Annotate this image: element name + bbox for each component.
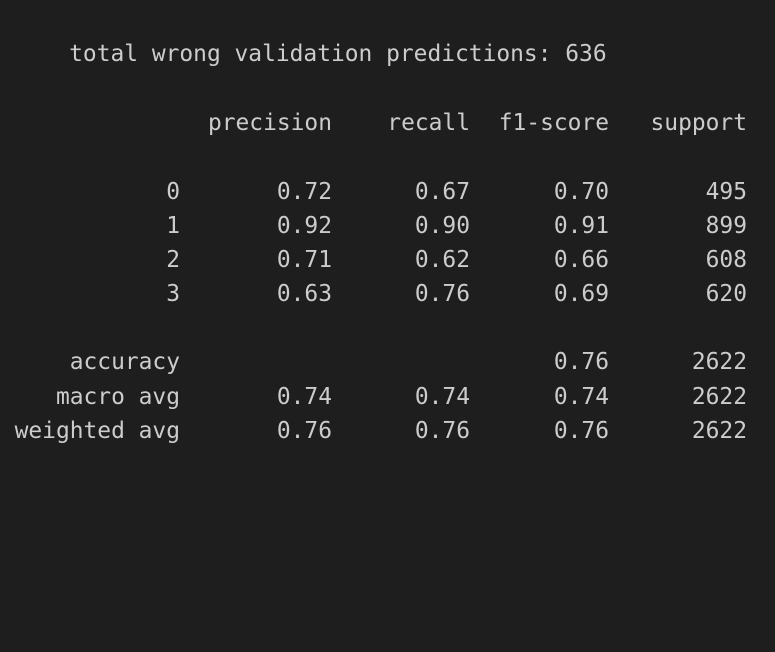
row-recall: 0.76 [414, 418, 470, 444]
row-recall: 0.74 [414, 384, 470, 410]
row-label: 2 [166, 247, 180, 273]
row-precision: 0.92 [276, 213, 332, 239]
summary-line: total wrong validation predictions: 636 [14, 3, 606, 67]
row-precision: 0.71 [276, 247, 332, 273]
header-f1-score: f1-score [498, 110, 609, 136]
row-support: 608 [705, 247, 747, 273]
row-precision: 0.72 [276, 179, 332, 205]
row-f1-score: 0.76 [553, 349, 609, 375]
row-recall: 0.67 [414, 179, 470, 205]
row-support: 495 [705, 179, 747, 205]
cell-output: total wrong validation predictions: 636 … [14, 0, 774, 459]
macro-avg-row: macro avg 0.74 0.74 0.74 2622 [14, 380, 774, 414]
row-label: macro avg [55, 384, 180, 410]
row-support: 620 [705, 281, 747, 307]
row-precision: 0.74 [276, 384, 332, 410]
row-label: 3 [166, 281, 180, 307]
row-precision: 0.63 [276, 281, 332, 307]
row-f1-score: 0.69 [553, 281, 609, 307]
row-recall: 0.76 [414, 281, 470, 307]
report-row: 1 0.92 0.90 0.91 899 [14, 209, 774, 243]
row-label: 1 [166, 213, 180, 239]
row-support: 2622 [691, 349, 747, 375]
row-label: accuracy [69, 349, 180, 375]
row-support: 2622 [691, 384, 747, 410]
row-recall: 0.90 [414, 213, 470, 239]
row-f1-score: 0.91 [553, 213, 609, 239]
row-support: 899 [705, 213, 747, 239]
report-header-row: precision recall f1-score support [14, 106, 774, 140]
row-f1-score: 0.66 [553, 247, 609, 273]
header-recall: recall [387, 110, 470, 136]
row-f1-score: 0.74 [553, 384, 609, 410]
row-support: 2622 [691, 418, 747, 444]
header-precision: precision [207, 110, 332, 136]
header-support: support [650, 110, 747, 136]
report-row: 3 0.63 0.76 0.69 620 [14, 277, 774, 311]
row-label: 0 [166, 179, 180, 205]
row-f1-score: 0.76 [553, 418, 609, 444]
weighted-avg-row: weighted avg 0.76 0.76 0.76 2622 [14, 414, 774, 448]
row-label: weighted avg [14, 418, 180, 444]
report-row: 2 0.71 0.62 0.66 608 [14, 243, 774, 277]
row-f1-score: 0.70 [553, 179, 609, 205]
report-row: 0 0.72 0.67 0.70 495 [14, 175, 774, 209]
summary-text: total wrong validation predictions: 636 [69, 41, 607, 67]
accuracy-row: accuracy 0.76 2622 [14, 345, 774, 379]
row-recall: 0.62 [414, 247, 470, 273]
row-precision: 0.76 [276, 418, 332, 444]
